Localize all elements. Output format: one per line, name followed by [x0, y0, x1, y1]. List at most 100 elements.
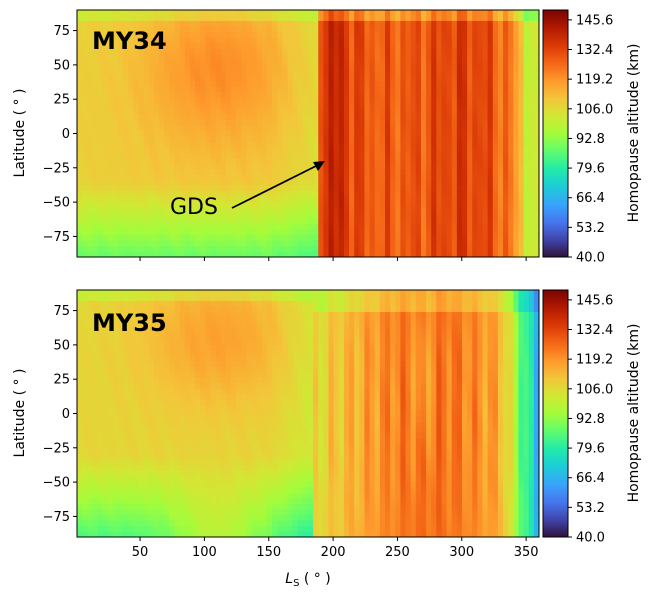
colorbar-tick-label: 145.6: [576, 13, 613, 28]
heat-cell: [533, 235, 539, 242]
heat-cell: [405, 114, 412, 121]
heat-cell: [349, 152, 355, 159]
heat-cell: [266, 207, 273, 214]
heat-cell: [200, 114, 206, 121]
heat-cell: [508, 70, 514, 77]
heat-cell: [154, 147, 160, 154]
heat-cell: [277, 191, 283, 198]
heat-cell: [205, 70, 212, 77]
heat-cell: [308, 81, 314, 88]
heat-cell: [231, 20, 237, 28]
heat-cell: [256, 174, 263, 181]
heat-cell: [231, 240, 237, 247]
heat-cell: [174, 290, 181, 297]
heat-cell: [159, 185, 165, 192]
heat-cell: [174, 487, 181, 494]
heat-cell: [246, 169, 253, 176]
heat-cell: [390, 169, 396, 176]
heat-cell: [87, 136, 93, 143]
heat-cell: [420, 26, 427, 33]
heat-cell: [112, 37, 119, 44]
heat-cell: [112, 432, 119, 439]
heat-cell: [195, 42, 201, 50]
heat-cell: [379, 103, 386, 110]
heat-cell: [349, 180, 355, 187]
heat-cell: [138, 465, 145, 472]
heat-cell: [169, 207, 176, 214]
gds-annotation: GDS: [170, 195, 218, 220]
heat-cell: [436, 70, 443, 77]
annotation-arrowhead: [313, 161, 325, 171]
heat-cell: [133, 317, 140, 324]
heat-cell: [338, 15, 345, 22]
heat-cell: [420, 235, 427, 242]
heat-cell: [87, 454, 93, 461]
heat-cell: [266, 141, 273, 148]
heat-cell: [169, 311, 176, 319]
heat-cell: [508, 224, 514, 231]
heat-cell: [118, 169, 124, 176]
heat-cell: [118, 460, 124, 467]
heat-cell: [164, 471, 170, 478]
heat-cell: [333, 202, 340, 209]
heat-cell: [395, 15, 401, 22]
heat-cell: [118, 443, 124, 450]
heat-cell: [128, 97, 135, 104]
heat-cell: [441, 10, 448, 17]
heat-cell: [128, 147, 135, 154]
heat-cell: [92, 169, 99, 176]
heat-cell: [97, 163, 104, 170]
heat-cell: [359, 196, 366, 203]
heat-cell: [436, 240, 443, 247]
heat-cell: [415, 53, 422, 60]
heat-cell: [77, 328, 83, 335]
heat-cell: [184, 136, 191, 143]
heat-cell: [385, 136, 391, 143]
heat-cell: [477, 37, 484, 44]
heat-cell: [313, 152, 319, 159]
heat-cell: [282, 180, 289, 187]
heat-cell: [174, 158, 181, 165]
heat-cell: [118, 361, 124, 368]
heat-cell: [87, 471, 93, 478]
heat-cell: [349, 10, 355, 17]
heat-cell: [97, 465, 104, 472]
heat-cell: [313, 15, 319, 22]
heat-cell: [256, 136, 263, 143]
heat-cell: [487, 108, 494, 115]
heat-cell: [164, 531, 170, 537]
heat-cell: [210, 70, 217, 77]
heat-cell: [467, 125, 473, 132]
heat-cell: [118, 465, 124, 472]
heat-cell: [164, 454, 170, 461]
heat-cell: [164, 372, 170, 379]
heat-cell: [343, 152, 350, 159]
heat-cell: [164, 59, 170, 66]
heat-cell: [200, 92, 206, 99]
heat-cell: [210, 26, 217, 33]
heat-cell: [154, 388, 160, 395]
heat-cell: [164, 147, 170, 154]
heat-cell: [159, 295, 165, 302]
heat-cell: [420, 213, 427, 220]
heat-cell: [107, 388, 114, 395]
heat-cell: [195, 235, 201, 242]
heat-cell: [369, 196, 376, 203]
heat-cell: [189, 130, 196, 137]
heat-cell: [241, 251, 247, 257]
heat-cell: [395, 213, 401, 220]
heat-cell: [431, 125, 437, 132]
heat-cell: [154, 196, 160, 203]
heat-cell: [128, 191, 135, 198]
heat-cell: [441, 26, 448, 33]
heat-cell: [338, 26, 345, 33]
heat-cell: [220, 130, 227, 137]
heat-cell: [138, 300, 145, 308]
heat-cell: [518, 20, 525, 28]
heat-cell: [395, 163, 401, 170]
heat-cell: [415, 108, 422, 115]
heat-cell: [154, 416, 160, 423]
heat-cell: [97, 531, 104, 537]
heat-cell: [446, 20, 453, 28]
